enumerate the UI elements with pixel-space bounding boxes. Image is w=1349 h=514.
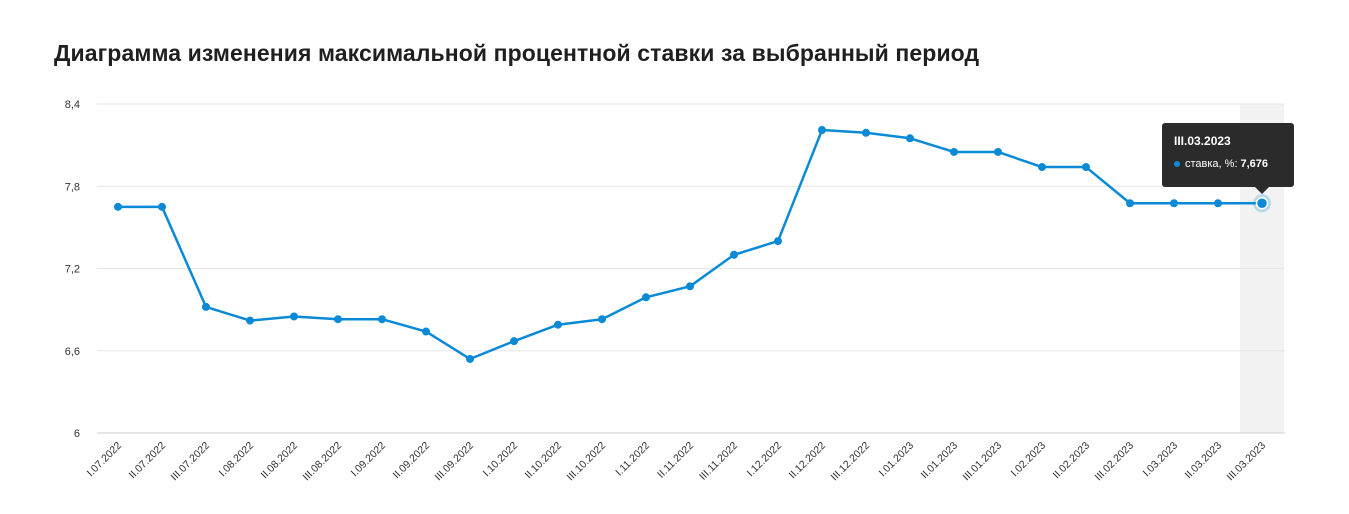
tooltip-label: ставка, %: [1185,158,1238,170]
data-point[interactable] [290,312,298,321]
x-tick-label: II.02.2023 [1051,440,1093,482]
data-point[interactable] [906,134,914,143]
x-tick-label: I.03.2023 [1141,440,1181,480]
x-tick-label: III.07.2022 [169,440,213,484]
data-point[interactable] [1126,199,1134,208]
data-point[interactable] [642,293,650,302]
x-tick-label: III.01.2023 [961,440,1005,484]
data-point[interactable] [1214,199,1222,208]
data-point-active[interactable] [1255,196,1269,210]
x-tick-label: I.01.2023 [877,440,917,480]
y-tick-label: 6,6 [65,346,80,358]
data-point[interactable] [422,327,430,336]
x-tick-label: III.03.2023 [1225,440,1269,484]
x-tick-label: II.10.2022 [523,440,565,482]
x-tick-label: III.10.2022 [565,440,609,484]
y-tick-label: 7,2 [65,264,80,276]
chart-tooltip: III.03.2023 ставка, %: 7,676 [1162,123,1294,194]
tooltip-title: III.03.2023 [1174,134,1231,148]
data-point[interactable] [246,316,254,325]
x-tick-label: II.12.2022 [787,440,829,482]
data-point[interactable] [554,320,562,329]
x-tick-label: III.12.2022 [829,440,873,484]
series-marker-icon [1174,161,1180,167]
data-point[interactable] [598,315,606,324]
x-tick-label: II.11.2022 [655,440,696,481]
x-tick-label: III.09.2022 [433,440,477,484]
data-point[interactable] [950,147,958,156]
data-point[interactable] [818,126,826,135]
data-point[interactable] [1082,163,1090,172]
x-tick-label: III.02.2023 [1093,440,1137,484]
x-tick-label: I.02.2023 [1009,440,1049,480]
data-point[interactable] [466,354,474,363]
x-tick-label: I.07.2022 [85,440,125,480]
data-point[interactable] [202,302,210,311]
tooltip-row: ставка, %: 7,676 [1174,158,1282,170]
data-point[interactable] [686,282,694,291]
data-point[interactable] [862,128,870,137]
data-point[interactable] [774,237,782,246]
x-tick-label: II.07.2022 [127,440,169,482]
tooltip-value: 7,676 [1240,158,1269,170]
chart-title: Диаграмма изменения максимальной процент… [54,40,980,66]
x-tick-label: I.10.2022 [481,440,521,480]
x-tick-label: III.11.2022 [697,440,740,483]
data-point[interactable] [994,147,1002,156]
y-tick-label: 7,8 [65,181,80,193]
data-point[interactable] [378,315,386,324]
data-point[interactable] [730,250,738,259]
data-point[interactable] [114,202,122,211]
data-point[interactable] [158,202,166,211]
data-point[interactable] [334,315,342,324]
x-tick-label: II.03.2023 [1183,440,1225,482]
x-tick-label: I.11.2022 [613,440,652,479]
x-tick-label: I.12.2022 [745,440,785,480]
x-tick-label: II.08.2022 [259,440,301,482]
data-point[interactable] [1170,199,1178,208]
x-tick-label: III.08.2022 [301,440,345,484]
data-point[interactable] [1038,163,1046,172]
x-tick-label: II.01.2023 [919,440,961,482]
data-point[interactable] [510,337,518,346]
y-tick-label: 8,4 [65,99,80,111]
x-tick-label: II.09.2022 [391,440,433,482]
y-tick-label: 6 [74,428,80,440]
x-tick-label: I.09.2022 [349,440,389,480]
series-line [118,128,1262,361]
x-tick-label: I.08.2022 [217,440,257,480]
